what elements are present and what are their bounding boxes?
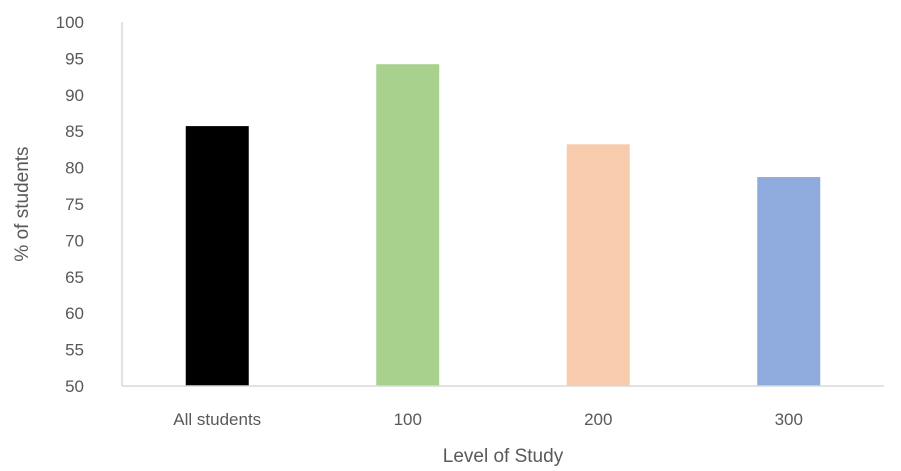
y-tick-label: 90 <box>65 86 84 105</box>
y-tick-label: 65 <box>65 268 84 287</box>
x-tick-labels: All students 100 200 300 <box>173 410 803 429</box>
x-tick-label: 300 <box>775 410 803 429</box>
y-axis-title: % of students <box>12 146 33 261</box>
bar-100 <box>376 64 440 386</box>
x-axis-title: Level of Study <box>443 446 564 467</box>
y-tick-labels: 50 55 60 65 70 75 80 85 90 95 100 <box>56 13 84 396</box>
bar-300 <box>757 177 821 386</box>
bars <box>185 64 821 386</box>
x-tick-label: All students <box>173 410 261 429</box>
bar-all-students <box>185 126 249 386</box>
y-tick-label: 70 <box>65 231 84 250</box>
y-tick-label: 80 <box>65 159 84 178</box>
y-tick-label: 95 <box>65 49 84 68</box>
y-tick-label: 100 <box>56 13 84 32</box>
y-tick-label: 75 <box>65 195 84 214</box>
y-tick-label: 55 <box>65 341 84 360</box>
y-tick-label: 85 <box>65 122 84 141</box>
x-tick-label: 200 <box>584 410 612 429</box>
y-tick-label: 60 <box>65 304 84 323</box>
bar-200 <box>566 144 630 386</box>
y-tick-label: 50 <box>65 377 84 396</box>
x-tick-label: 100 <box>394 410 422 429</box>
